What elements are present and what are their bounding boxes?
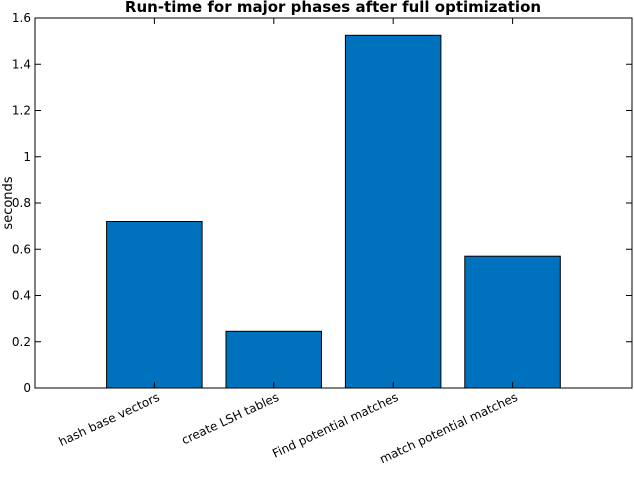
- y-tick-label-1: 0.2: [12, 335, 31, 349]
- y-tick-label-8: 1.6: [12, 11, 31, 25]
- bars-group: [106, 34, 561, 389]
- chart-title: Run-time for major phases after full opt…: [125, 0, 541, 16]
- y-axis-label: seconds: [1, 176, 16, 229]
- x-tick-label-1: create LSH tables: [179, 390, 281, 447]
- y-tick-label-5: 1: [23, 150, 31, 164]
- bar-2: [344, 34, 442, 389]
- y-axis-ticks: 0 0.2 0.4 0.6 0.8 1 1.2 1.4 1.6: [12, 11, 632, 395]
- y-tick-label-3: 0.6: [12, 242, 31, 256]
- y-tick-label-4: 0.8: [12, 196, 31, 210]
- x-tick-label-2: Find potential matches: [270, 390, 400, 461]
- y-tick-label-0: 0: [23, 381, 31, 395]
- bar-0: [106, 221, 203, 389]
- y-tick-label-6: 1.2: [12, 104, 31, 118]
- y-tick-label-2: 0.4: [12, 289, 31, 303]
- bar-1: [225, 330, 322, 389]
- x-tick-label-0: hash base vectors: [57, 390, 162, 449]
- bar-3: [464, 255, 561, 389]
- y-tick-label-7: 1.4: [12, 57, 31, 71]
